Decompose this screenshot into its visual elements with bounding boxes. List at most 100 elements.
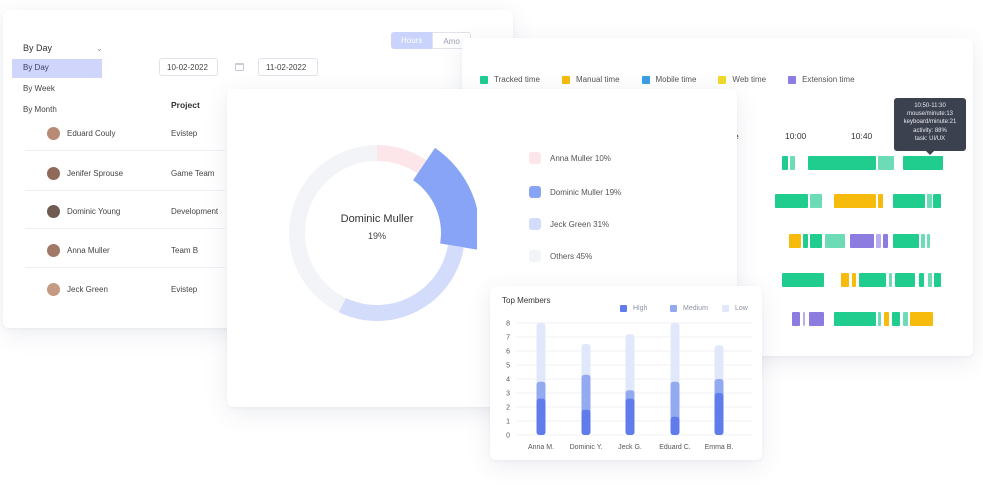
activity-segment[interactable]: [809, 312, 824, 326]
top-members-chart: 0 1 2 3 4 5 6 7 8 Anna M. Dominic Y. Jeck G. Eduard …: [506, 321, 752, 451]
activity-segment[interactable]: [876, 234, 881, 248]
toggle-hours[interactable]: Hours: [391, 32, 433, 49]
period-dropdown[interactable]: By Day ⌄: [23, 43, 103, 53]
x-tick-label: Anna M.: [528, 444, 554, 451]
activity-tooltip: 10:50-11:30 mouse/minute:13 keyboard/min…: [894, 98, 966, 155]
activity-segment[interactable]: [928, 273, 932, 287]
chart-legend-item: High: [620, 305, 647, 312]
donut-center-name: Dominic Muller: [340, 213, 414, 225]
activity-segment[interactable]: [910, 312, 933, 326]
activity-segment[interactable]: [903, 312, 908, 326]
activity-segment[interactable]: [834, 194, 876, 208]
bar-segment: [625, 398, 635, 435]
table-row[interactable]: Dominic Young Development: [25, 198, 230, 224]
activity-segment[interactable]: [834, 312, 876, 326]
donut-slice[interactable]: [413, 147, 477, 250]
donut-legend-label: Anna Muller 10%: [550, 153, 611, 163]
legend-item: Tracked time: [480, 75, 540, 84]
activity-segment[interactable]: [921, 234, 925, 248]
donut-legend-item: Others 45%: [529, 250, 592, 262]
donut-legend-label: Dominic Muller 19%: [550, 187, 622, 197]
member-name: Eduard Couly: [67, 128, 116, 138]
activity-segment[interactable]: [810, 234, 822, 248]
date-to-input[interactable]: 11-02-2022: [258, 58, 318, 76]
bar-segment: [536, 398, 546, 435]
top-members-card: 0 1 2 3 4 5 6 7 8 Anna M. Dominic Y. Jeck G. Eduard …: [490, 286, 762, 460]
activity-segment[interactable]: [825, 234, 845, 248]
activity-segment[interactable]: [884, 312, 889, 326]
legend-label: Tracked time: [494, 75, 540, 84]
activity-segment[interactable]: [889, 273, 892, 287]
activity-segment[interactable]: [878, 194, 883, 208]
legend-swatch: [529, 186, 541, 198]
period-option-week[interactable]: By Week: [23, 84, 55, 93]
y-tick-label: 2: [506, 405, 510, 412]
member-name: Dominic Young: [67, 206, 121, 216]
activity-segment[interactable]: [782, 273, 824, 287]
activity-segment[interactable]: [789, 234, 801, 248]
activity-segment[interactable]: [803, 234, 808, 248]
activity-segment[interactable]: [903, 156, 943, 170]
y-tick-label: 6: [506, 349, 510, 356]
table-row[interactable]: Eduard Couly Evistep: [25, 120, 230, 146]
donut-legend-label: Jeck Green 31%: [550, 219, 610, 229]
toggle-amount[interactable]: Amo: [432, 32, 471, 49]
chart-title: Top Members: [502, 296, 551, 305]
legend-item: Web time: [718, 75, 766, 84]
y-tick-label: 4: [506, 377, 510, 384]
table-row[interactable]: Anna Muller Team B: [25, 237, 230, 263]
activity-segment[interactable]: [850, 234, 874, 248]
legend-swatch: [529, 250, 541, 262]
legend-swatch: [620, 305, 627, 312]
activity-segment[interactable]: [775, 194, 808, 208]
chart-legend-label: Low: [735, 305, 748, 312]
legend-swatch: [641, 75, 650, 84]
activity-segment[interactable]: [859, 273, 886, 287]
activity-segment[interactable]: [878, 312, 881, 326]
activity-segment[interactable]: [792, 312, 800, 326]
time-label-1040: 10:40: [851, 131, 873, 141]
legend-swatch: [480, 75, 488, 84]
activity-segment[interactable]: [782, 156, 788, 170]
activity-segment[interactable]: [933, 194, 941, 208]
row-divider: [25, 267, 225, 268]
member-name: Jenifer Sprouse: [67, 168, 124, 178]
period-option-month[interactable]: By Month: [23, 105, 57, 114]
table-row[interactable]: Jeck Green Evistep: [25, 276, 230, 302]
donut-chart: [289, 145, 477, 321]
avatar: [47, 166, 60, 180]
donut-slice[interactable]: [377, 145, 427, 174]
chart-legend-label: High: [633, 305, 648, 312]
date-from-input[interactable]: 10-02-2022: [159, 58, 218, 76]
table-row[interactable]: Jenifer Sprouse Game Team: [25, 160, 230, 186]
activity-segment[interactable]: [934, 273, 941, 287]
activity-segment[interactable]: [927, 194, 932, 208]
donut-legend-item: Anna Muller 10%: [529, 152, 611, 164]
period-option-day[interactable]: By Day: [12, 59, 102, 78]
y-tick-label: 3: [506, 391, 510, 398]
activity-segment[interactable]: [927, 234, 930, 248]
y-tick-label: 7: [506, 335, 510, 342]
activity-segment[interactable]: [852, 273, 856, 287]
activity-segment[interactable]: [893, 194, 925, 208]
donut-slice[interactable]: [289, 145, 377, 313]
activity-segment[interactable]: [893, 234, 919, 248]
activity-segment[interactable]: [919, 273, 924, 287]
activity-segment[interactable]: [895, 273, 915, 287]
activity-segment[interactable]: [878, 156, 894, 170]
legend-item: Mobile time: [641, 75, 696, 84]
activity-segment[interactable]: [803, 312, 805, 326]
unit-toggle[interactable]: Hours Amo: [391, 32, 471, 49]
bar-segment: [581, 409, 591, 435]
activity-segment[interactable]: [841, 273, 849, 287]
activity-segment[interactable]: [808, 156, 876, 170]
y-tick-label: 1: [506, 419, 510, 426]
tooltip-mouse: mouse/minute:13: [906, 111, 954, 118]
activity-segment[interactable]: [790, 156, 795, 170]
calendar-icon[interactable]: [235, 63, 244, 71]
activity-segment[interactable]: [883, 234, 888, 248]
activity-segment[interactable]: [810, 194, 822, 208]
donut-slice[interactable]: [338, 244, 464, 321]
activity-segment[interactable]: [892, 312, 900, 326]
chevron-down-icon: ⌄: [96, 43, 103, 53]
